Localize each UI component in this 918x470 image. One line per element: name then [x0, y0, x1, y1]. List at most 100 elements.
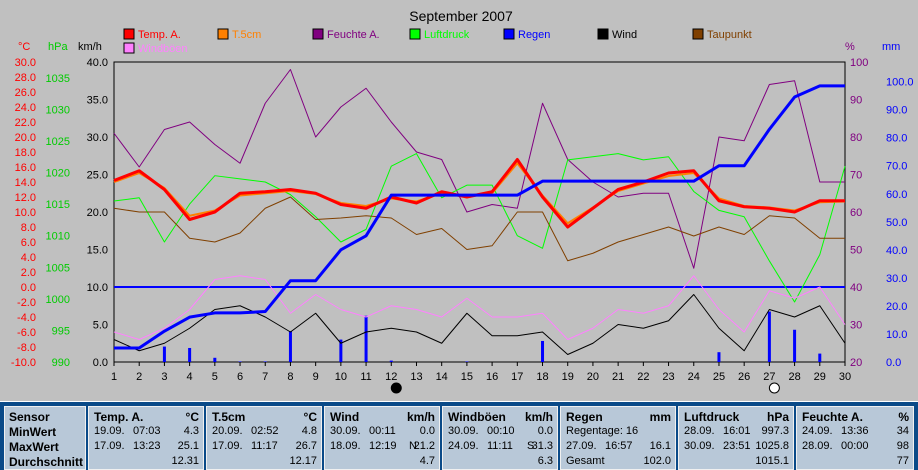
stats-humidity-min-value: 34 — [896, 425, 909, 437]
x-tick-label: 7 — [262, 371, 268, 383]
legend-swatch — [123, 28, 135, 40]
stats-wind-min-date: 30.09. — [330, 425, 361, 437]
stats-gust-avg: 6.3 — [537, 455, 553, 467]
rain-daily-bar — [188, 347, 192, 362]
legend-label: Feuchte A. — [327, 29, 380, 41]
stats-max-label: MaxWert — [9, 440, 59, 454]
speed_kmh-tick-label: 30.0 — [87, 132, 108, 144]
rain-daily-bar — [717, 352, 721, 362]
stats-rain-total: 102.0 — [643, 455, 671, 467]
rain-daily-bar — [541, 340, 545, 362]
temp_c-tick-label: 22.0 — [15, 117, 36, 129]
legend-swatch — [123, 42, 135, 54]
x-tick-label: 19 — [562, 371, 574, 383]
stats-gust-max-date: 24.09. — [448, 440, 479, 452]
legend-swatch — [217, 28, 229, 40]
x-tick-label: 18 — [536, 371, 548, 383]
rain-daily-bar — [288, 331, 292, 362]
stats-temp: Temp. A. °C 19.09. 07:03 4.3 17.09. 13:2… — [88, 406, 204, 470]
temp_c-tick-label: 20.0 — [15, 132, 36, 144]
rain_mm-tick-label: 50.0 — [886, 217, 907, 229]
x-tick-label: 27 — [763, 371, 775, 383]
rain-daily-bar — [238, 361, 242, 362]
pressure_hpa-tick-label: 995 — [52, 325, 70, 337]
stats-temp-min-date: 19.09. — [94, 425, 125, 437]
stats-humidity-header: Feuchte A. — [802, 410, 863, 424]
humidity_pct-tick-label: 60 — [850, 207, 862, 219]
legend-label: Regen — [518, 29, 550, 41]
x-tick-label: 1 — [111, 371, 117, 383]
stats-gust: Windböen km/h 30.09. 00:10 0.0 24.09. 11… — [442, 406, 558, 470]
stats-wind-avg: 4.7 — [419, 455, 435, 467]
legend-label: Windböen — [138, 43, 188, 55]
pressure_hpa-tick-label: 1035 — [46, 73, 70, 85]
stats-gust-min-value: 0.0 — [537, 425, 553, 437]
rain-daily-bar — [465, 361, 469, 362]
stats-gust-max-dir: S — [527, 440, 535, 452]
humidity-axis-unit: % — [845, 41, 855, 53]
stats-rain-unit: mm — [649, 410, 671, 424]
legend-label: Temp. A. — [138, 29, 181, 41]
stats-humidity-min-time: 13:36 — [841, 425, 869, 437]
speed-axis-unit: km/h — [78, 41, 102, 53]
stats-pressure-avg: 1015.1 — [755, 455, 789, 467]
stats-t5-avg: 12.17 — [289, 455, 317, 467]
stats-wind-max-time: 12:19 — [369, 440, 397, 452]
legend-swatch — [503, 28, 515, 40]
regen-line — [114, 84, 845, 350]
stats-rain-max-date: 27.09. — [566, 440, 597, 452]
rain-daily-bar — [818, 353, 822, 362]
rain_mm-tick-label: 20.0 — [886, 301, 907, 313]
temp_c-tick-label: 6.0 — [21, 237, 36, 249]
stats-gust-max-time: 11:11 — [487, 440, 513, 452]
x-tick-label: 22 — [637, 371, 649, 383]
pressure_hpa-tick-label: 1030 — [46, 104, 70, 116]
humidity_pct-tick-label: 80 — [850, 132, 862, 144]
stats-t5-unit: °C — [303, 410, 317, 424]
rain_mm-tick-label: 30.0 — [886, 273, 907, 285]
legend-swatch — [597, 28, 609, 40]
x-tick-label: 21 — [612, 371, 624, 383]
rain_mm-tick-label: 70.0 — [886, 161, 907, 173]
pressure_hpa-tick-label: 1025 — [46, 136, 70, 148]
stats-wind-max-dir: N — [409, 440, 417, 452]
stats-humidity-unit: % — [898, 410, 909, 424]
full-moon-icon — [768, 382, 780, 394]
speed_kmh-tick-label: 5.0 — [93, 320, 108, 332]
humidity_pct-tick-label: 40 — [850, 282, 862, 294]
stats-humidity: Feuchte A. % 24.09. 13:36 34 28.09. 00:0… — [796, 406, 914, 470]
stats-gust-max-value: 31.3 — [531, 440, 553, 452]
stats-gust-min-time: 00:10 — [487, 425, 515, 437]
stats-wind-header: Wind — [330, 410, 360, 424]
stats-gust-unit: km/h — [524, 410, 553, 424]
new-moon-icon — [390, 382, 402, 394]
rain-daily-bar — [162, 346, 166, 362]
legend: Temp. A. T.5cm Feuchte A. Luftdruck Regen Win… — [123, 28, 752, 55]
stats-pressure-max-time: 23:51 — [723, 440, 751, 452]
stats-wind-max-value: 21.2 — [413, 440, 435, 452]
x-tick-label: 25 — [713, 371, 725, 383]
temp_c-tick-label: -2.0 — [17, 297, 36, 309]
pressure_hpa-tick-label: 1000 — [46, 294, 70, 306]
x-tick-label: 6 — [237, 371, 243, 383]
x-tick-label: 30 — [839, 371, 851, 383]
rain-daily-bar — [364, 315, 368, 362]
temp_c-tick-label: 18.0 — [15, 147, 36, 159]
feuchte-a-line — [113, 69, 845, 269]
rain_mm-tick-label: 40.0 — [886, 245, 907, 257]
stats-avg-label: Durchschnitt — [9, 455, 84, 469]
taupunkt-line — [113, 196, 845, 262]
stats-t5: T.5cm °C 20.09. 02:52 4.8 17.09. 11:17 2… — [206, 406, 322, 470]
stats-t5-header: T.5cm — [212, 410, 246, 424]
rain_mm-tick-label: 100.0 — [886, 77, 914, 89]
stats-rain-days: Regentage: 16 — [566, 425, 639, 437]
x-tick-label: 4 — [187, 371, 193, 383]
temp_c-tick-label: 24.0 — [15, 102, 36, 114]
speed_kmh-tick-label: 25.0 — [87, 170, 108, 182]
stats-pressure-min-value: 997.3 — [761, 425, 789, 437]
stats-temp-avg: 12.31 — [171, 455, 199, 467]
temp_c-tick-label: 4.0 — [21, 252, 36, 264]
stats-rain-header: Regen — [566, 410, 603, 424]
pressure_hpa-tick-label: 990 — [52, 357, 70, 369]
luftdruck-line — [113, 153, 846, 303]
